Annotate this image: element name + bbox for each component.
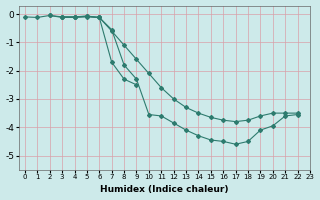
X-axis label: Humidex (Indice chaleur): Humidex (Indice chaleur) bbox=[100, 185, 228, 194]
